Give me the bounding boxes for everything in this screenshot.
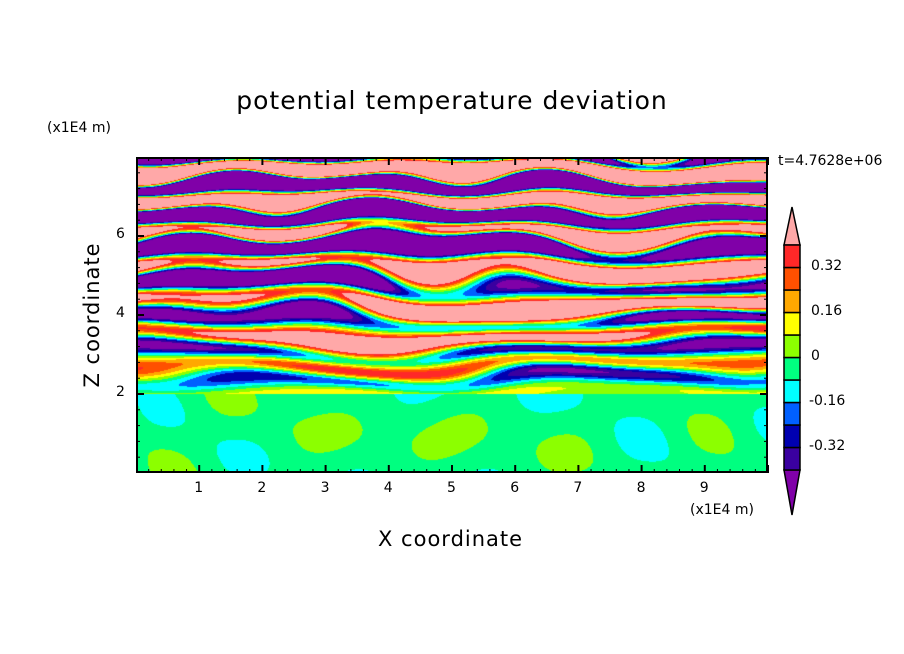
x-tick-label: 6 xyxy=(510,480,520,496)
colorbar-label: 0 xyxy=(811,347,820,364)
colorbar-label: 0.32 xyxy=(811,257,843,274)
colorbar-label: 0.16 xyxy=(811,302,843,319)
x-tick-label: 4 xyxy=(383,480,393,496)
x-tick-label: 5 xyxy=(447,480,456,496)
colorbar-box xyxy=(783,244,801,269)
chart-title: potential temperature deviation xyxy=(236,86,668,115)
colorbar-box xyxy=(783,446,801,471)
x-tick-label: 1 xyxy=(194,480,204,496)
colorbar-box xyxy=(783,334,801,359)
colorbar-label: -0.16 xyxy=(809,392,846,409)
x-tick-label: 9 xyxy=(699,480,709,496)
x-tick-label: 2 xyxy=(257,480,267,496)
time-label: t=4.7628e+06 xyxy=(778,153,883,169)
colorbar-box xyxy=(783,266,801,291)
colorbar-box xyxy=(783,289,801,314)
colorbar-label: -0.32 xyxy=(809,437,846,454)
colorbar-box xyxy=(783,356,801,381)
colorbar-box xyxy=(783,424,801,449)
x-tick-label: 3 xyxy=(320,480,330,496)
y-tick-label: 2 xyxy=(116,384,125,400)
colorbar-box xyxy=(783,401,801,426)
colorbar-lower-extension xyxy=(783,469,801,516)
contour-plot-area xyxy=(136,157,768,473)
x-tick-label: 8 xyxy=(636,480,646,496)
colorbar-box xyxy=(783,379,801,404)
colorbar-upper-extension xyxy=(783,206,801,246)
y-unit-label: (x1E4 m) xyxy=(47,120,111,136)
x-tick-label: 7 xyxy=(573,480,583,496)
contour-field xyxy=(138,159,766,471)
x-unit-label: (x1E4 m) xyxy=(690,502,754,518)
colorbar-box xyxy=(783,311,801,336)
y-tick-label: 6 xyxy=(116,226,125,242)
y-tick-label: 4 xyxy=(116,305,125,321)
x-axis-label: X coordinate xyxy=(378,527,524,551)
